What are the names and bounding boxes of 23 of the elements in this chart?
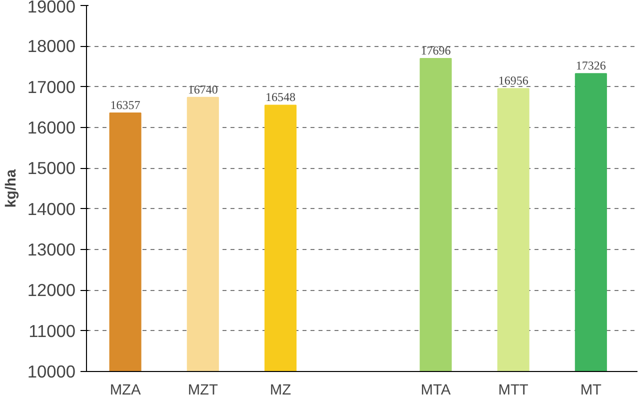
y-tick-label: 13000 [27,240,76,260]
data-label: 16740 [188,82,218,96]
y-tick-label: 16000 [27,118,76,138]
x-tick-label: MTT [498,382,528,398]
x-tick-label: MZA [110,382,141,398]
data-label: 16357 [110,98,140,112]
y-tick-label: 18000 [27,36,76,56]
x-tick-label: MT [580,382,602,398]
y-tick-label: 14000 [27,198,76,219]
x-tick-label: MZT [188,382,218,398]
y-tick-label: 11000 [28,320,76,341]
y-tick-label: 12000 [27,280,76,300]
y-tick-label: 17000 [27,76,76,97]
data-label: 17326 [576,58,606,73]
y-tick-label: 15000 [27,158,76,178]
y-axis-title: kg/ha [3,168,20,208]
x-tick-label: MTA [420,382,451,398]
x-tick-label: MZ [270,382,292,398]
data-label: 16956 [498,74,528,88]
y-tick-label: 10000 [27,362,76,382]
data-label: 17696 [420,44,451,58]
data-label: 16548 [266,90,296,104]
y-tick-label: 19000 [27,0,76,16]
